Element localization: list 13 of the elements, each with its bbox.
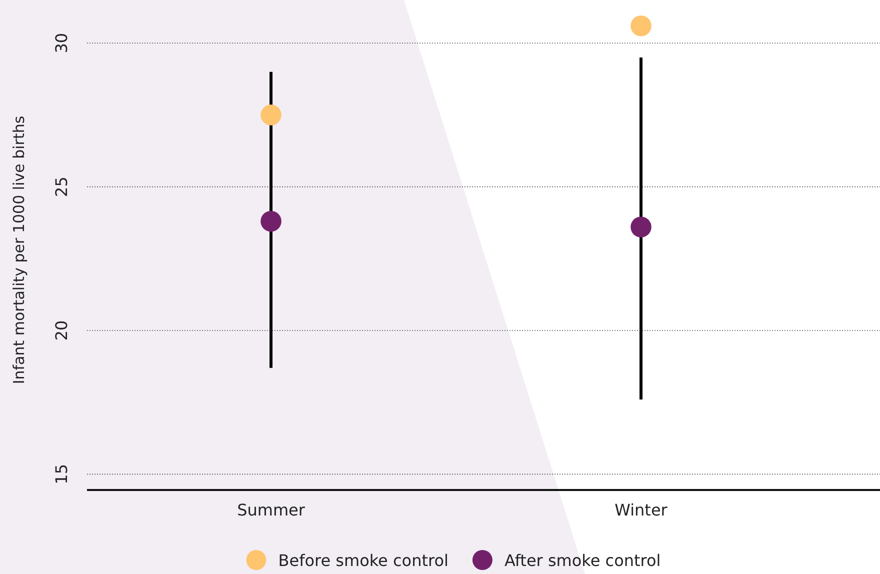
y-tick-label: 25 <box>52 176 71 197</box>
x-tick-label: Summer <box>237 500 306 520</box>
y-axis-title: Infant mortality per 1000 live births <box>10 116 28 384</box>
point <box>260 210 282 232</box>
legend-label: Before smoke control <box>278 551 448 570</box>
point <box>630 15 652 36</box>
y-tick-label: 20 <box>52 320 71 341</box>
x-tick-label: Winter <box>614 500 668 520</box>
point <box>630 216 652 238</box>
point <box>260 104 282 126</box>
y-tick-label: 15 <box>52 464 71 484</box>
y-tick-label: 30 <box>52 32 71 54</box>
legend-label: After smoke control <box>504 551 661 570</box>
